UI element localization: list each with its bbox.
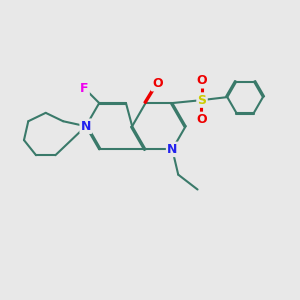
Text: O: O bbox=[197, 74, 207, 87]
Text: F: F bbox=[80, 82, 88, 95]
Text: S: S bbox=[197, 94, 206, 106]
Text: O: O bbox=[152, 77, 163, 90]
Text: N: N bbox=[167, 143, 178, 156]
Text: N: N bbox=[81, 120, 91, 133]
Text: O: O bbox=[197, 113, 207, 126]
